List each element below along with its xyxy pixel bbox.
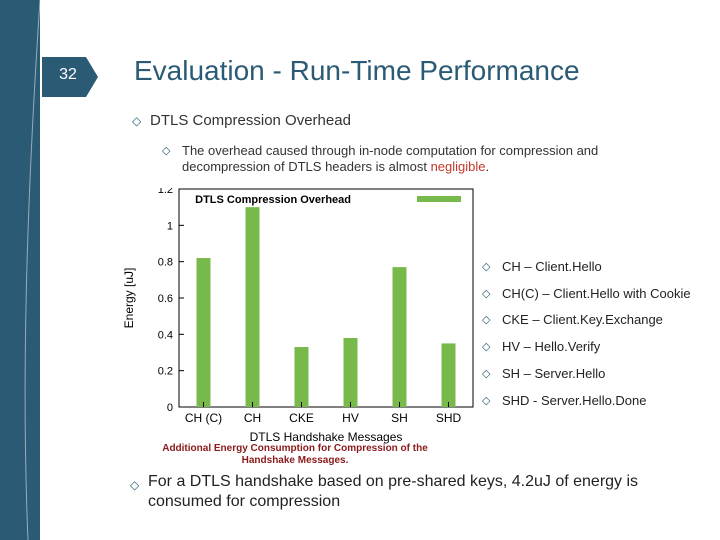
page-title: Evaluation - Run-Time Performance bbox=[134, 55, 580, 86]
x-tick-label: CH (C) bbox=[185, 411, 222, 425]
diamond-bullet-icon: ◇ bbox=[482, 368, 491, 381]
sidebar-band bbox=[0, 0, 40, 540]
bar-ch-c bbox=[196, 258, 211, 407]
chart-caption: Additional Energy Consumption for Compre… bbox=[162, 443, 428, 466]
diamond-bullet-icon: ◇ bbox=[162, 145, 171, 157]
abbreviation-item: ◇ CH(C) – Client.Hello with Cookie bbox=[482, 280, 691, 307]
bullet-main: ◇ DTLS Compression Overhead bbox=[132, 112, 351, 129]
abbreviation-item: ◇ HV – Hello.Verify bbox=[482, 333, 691, 360]
chart-legend: DTLS Compression Overhead bbox=[195, 194, 461, 206]
sub-bullet-prefix: The overhead caused through in-node comp… bbox=[182, 143, 599, 174]
bar-sh bbox=[392, 267, 407, 407]
diamond-bullet-icon: ◇ bbox=[482, 341, 491, 354]
x-axis-label: DTLS Handshake Messages bbox=[250, 430, 403, 444]
abbreviation-item: ◇ SHD - Server.Hello.Done bbox=[482, 387, 691, 414]
x-tick-label: HV bbox=[342, 411, 359, 425]
y-tick-label: 1.2 bbox=[158, 188, 173, 196]
sidebar-decoration bbox=[24, 0, 41, 540]
chart-background bbox=[117, 188, 475, 456]
slide-number: 32 bbox=[59, 66, 77, 83]
y-tick-label: 0.6 bbox=[158, 293, 173, 305]
legend-swatch bbox=[417, 196, 461, 202]
slide-number-tab bbox=[42, 57, 98, 97]
sub-bullet: ◇ The overhead caused through in-node co… bbox=[162, 143, 642, 175]
abbreviation-text: CH(C) – Client.Hello with Cookie bbox=[502, 285, 691, 301]
abbreviation-text: CKE – Client.Key.Exchange bbox=[502, 312, 663, 328]
x-tick-label: SH bbox=[391, 411, 408, 425]
y-tick-label: 0.2 bbox=[158, 366, 173, 378]
energy-bar-chart: 0 0.2 0.4 0.6 0.8 1 1.2 CH (C) CH CKE HV SH SHD Ene… bbox=[117, 184, 475, 456]
bar-ch bbox=[245, 207, 260, 407]
bar-cke bbox=[294, 347, 309, 407]
abbreviation-list: ◇ CH – Client.Hello ◇ CH(C) – Client.Hel… bbox=[482, 253, 691, 414]
abbreviation-text: HV – Hello.Verify bbox=[502, 339, 601, 355]
x-tick-label: SHD bbox=[436, 411, 462, 425]
bottom-bullet-text: For a DTLS handshake based on pre-shared… bbox=[148, 473, 639, 510]
abbreviation-text: SHD - Server.Hello.Done bbox=[502, 392, 647, 408]
diamond-bullet-icon: ◇ bbox=[482, 314, 491, 327]
diamond-bullet-icon: ◇ bbox=[482, 394, 491, 407]
bar-hv bbox=[343, 337, 358, 407]
legend-series-name: DTLS Compression Overhead bbox=[195, 194, 351, 206]
y-tick-label: 0.8 bbox=[158, 257, 173, 269]
sub-bullet-suffix: . bbox=[485, 159, 490, 174]
y-tick-label: 0.4 bbox=[158, 329, 173, 341]
abbreviation-item: ◇ CH – Client.Hello bbox=[482, 253, 691, 280]
y-axis-label: Energy [uJ] bbox=[122, 268, 136, 329]
diamond-bullet-icon: ◇ bbox=[482, 260, 491, 273]
sub-bullet-text: The overhead caused through in-node comp… bbox=[182, 143, 642, 175]
abbreviation-item: ◇ CKE – Client.Key.Exchange bbox=[482, 307, 691, 334]
sub-bullet-highlight: negligible bbox=[430, 159, 486, 174]
chart-svg: 0 0.2 0.4 0.6 0.8 1 1.2 CH (C) CH CKE HV SH SHD Ene… bbox=[117, 184, 475, 456]
diamond-bullet-icon: ◇ bbox=[482, 287, 491, 300]
diamond-bullet-icon: ◇ bbox=[130, 478, 140, 492]
bar-shd bbox=[441, 343, 456, 407]
bullet-main-text: DTLS Compression Overhead bbox=[150, 112, 351, 129]
y-tick-label: 0 bbox=[167, 402, 173, 414]
diamond-bullet-icon: ◇ bbox=[132, 114, 142, 128]
abbreviation-text: SH – Server.Hello bbox=[502, 366, 606, 382]
x-tick-label: CH bbox=[244, 411, 261, 425]
y-tick-label: 1 bbox=[167, 220, 173, 232]
x-tick-label: CKE bbox=[289, 411, 314, 425]
abbreviation-item: ◇ SH – Server.Hello bbox=[482, 360, 691, 387]
bottom-bullet: ◇ For a DTLS handshake based on pre-shar… bbox=[130, 472, 650, 512]
abbreviation-text: CH – Client.Hello bbox=[502, 258, 602, 274]
